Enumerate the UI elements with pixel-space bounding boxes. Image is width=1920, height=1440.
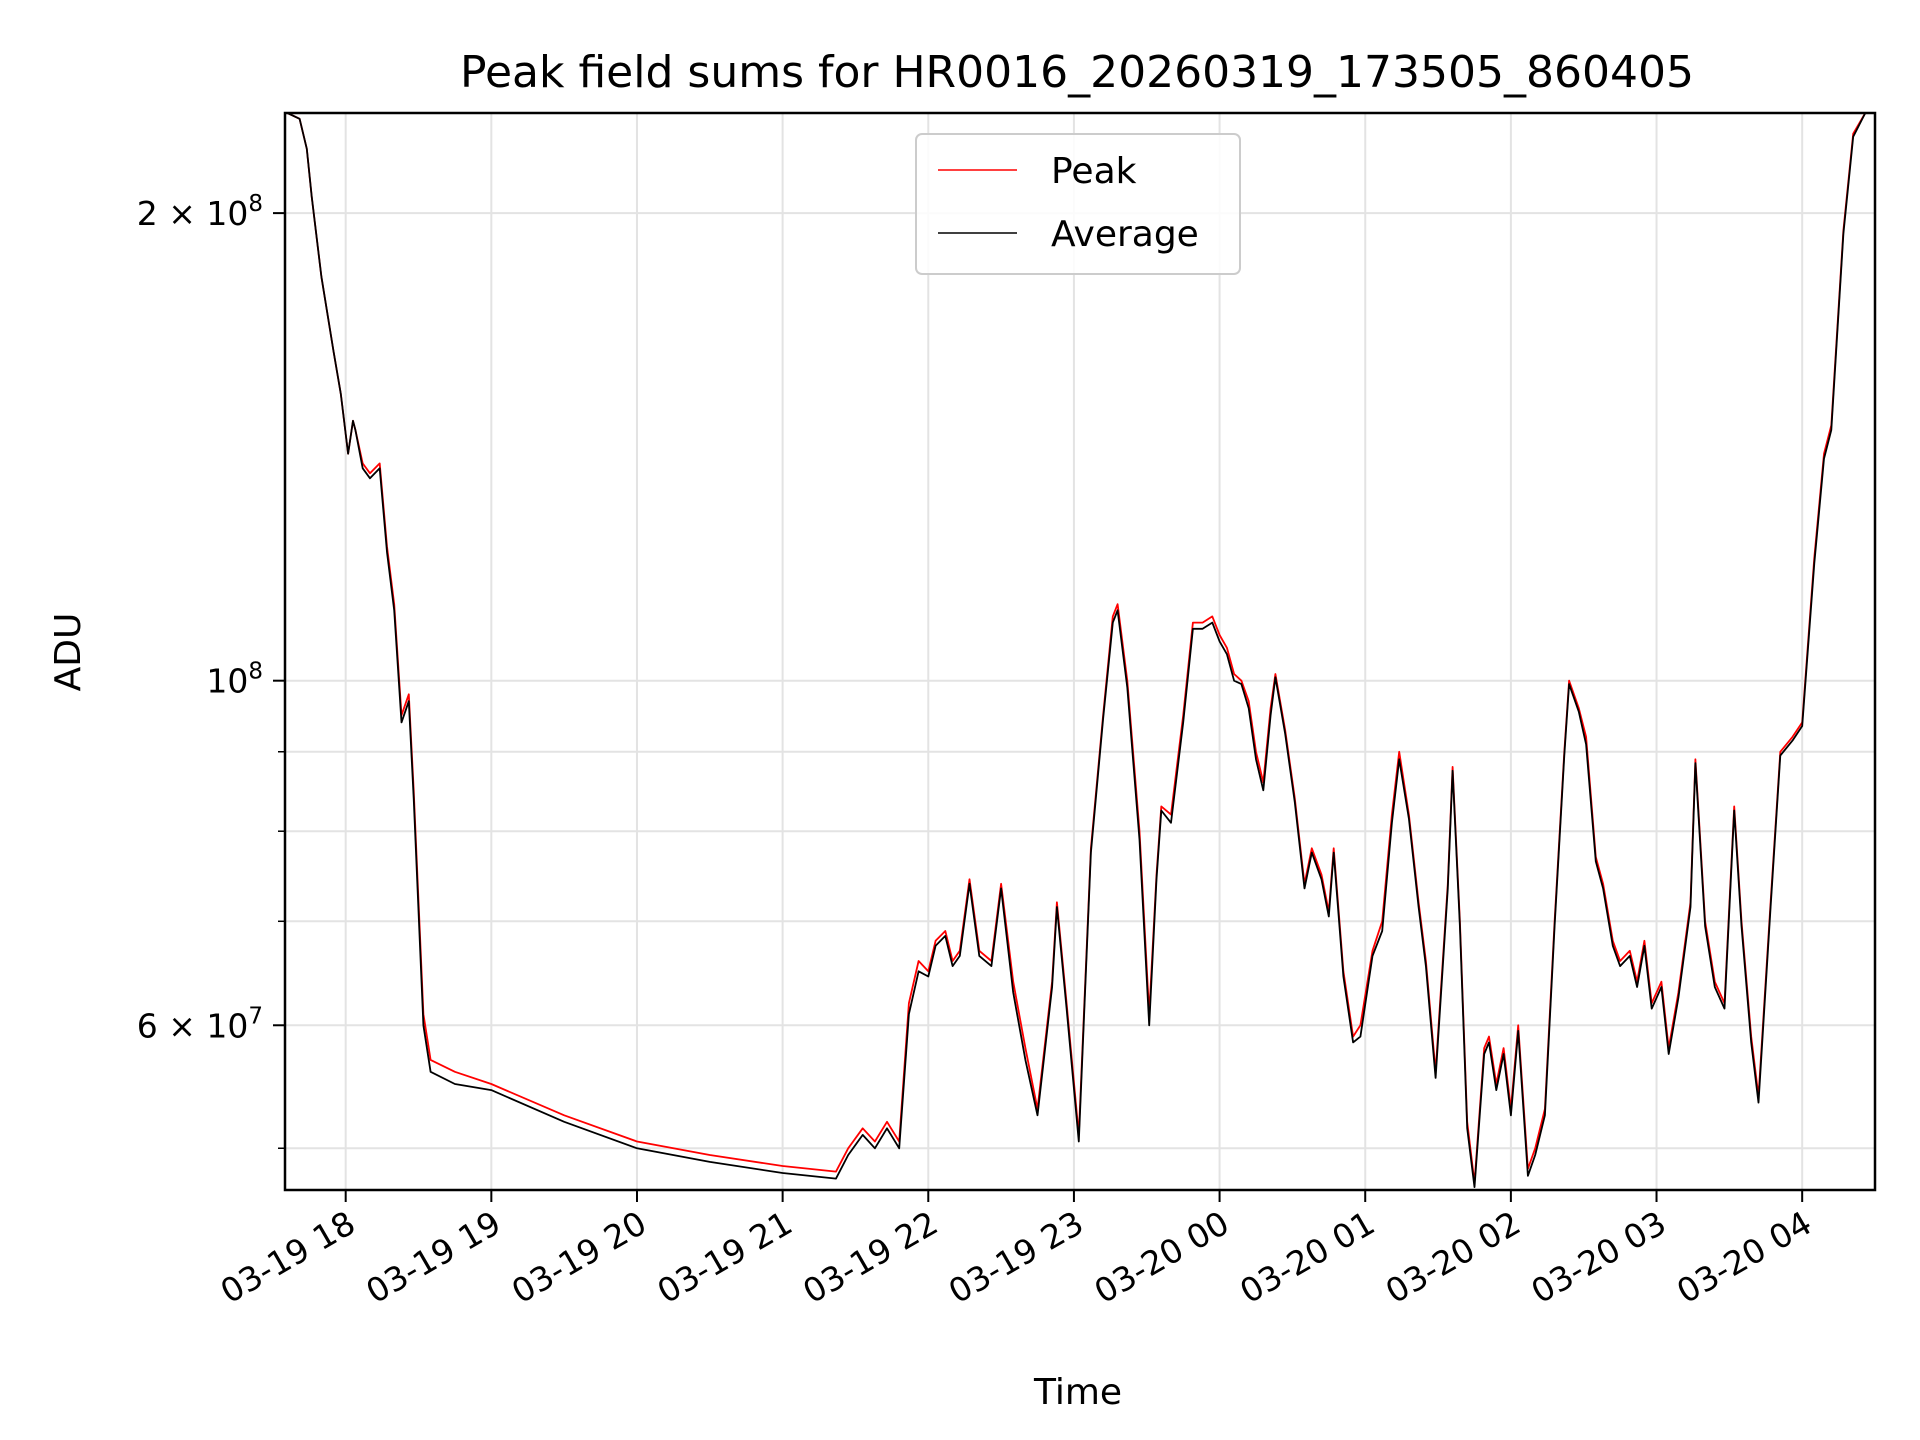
x-tick-label: 03-20 03	[1525, 1203, 1673, 1311]
x-tick-label: 03-19 22	[796, 1203, 944, 1311]
legend-label-peak: Peak	[1051, 151, 1137, 192]
series-layer	[287, 112, 1875, 1188]
y-tick-label: 108	[206, 659, 263, 701]
x-tick-label: 03-19 18	[214, 1203, 362, 1311]
y-tick-base: 10	[206, 662, 248, 701]
series-line-average	[287, 112, 1875, 1188]
legend-box	[915, 133, 1241, 275]
plot-frame	[283, 111, 1877, 1192]
x-tick-label: 03-20 04	[1670, 1203, 1818, 1311]
y-tick-exponent: 7	[248, 1003, 263, 1029]
legend-label-average: Average	[1051, 214, 1199, 255]
x-tick-label: 03-19 19	[359, 1203, 507, 1311]
chart-title: Peak field sums for HR0016_20260319_1735…	[460, 47, 1694, 98]
x-tick-label: 03-19 23	[942, 1203, 1090, 1311]
y-tick-exponent: 8	[248, 659, 263, 685]
y-tick-base: 6 × 10	[137, 1006, 249, 1045]
x-tick-label: 03-19 21	[651, 1203, 799, 1311]
y-tick-label: 6 × 107	[137, 1003, 263, 1045]
x-tick-label: 03-20 02	[1379, 1203, 1527, 1311]
y-tick-label: 2 × 108	[137, 191, 263, 233]
y-tick-exponent: 8	[248, 191, 263, 217]
legend: Peak Average	[915, 133, 1241, 275]
x-tick-label: 03-20 00	[1088, 1203, 1236, 1311]
x-axis-label: Time	[1033, 1372, 1122, 1413]
y-axis-label: ADU	[48, 613, 89, 692]
x-tick-label: 03-19 20	[505, 1203, 653, 1311]
y-tick-base: 2 × 10	[137, 194, 249, 233]
x-tick-label: 03-20 01	[1233, 1203, 1381, 1311]
